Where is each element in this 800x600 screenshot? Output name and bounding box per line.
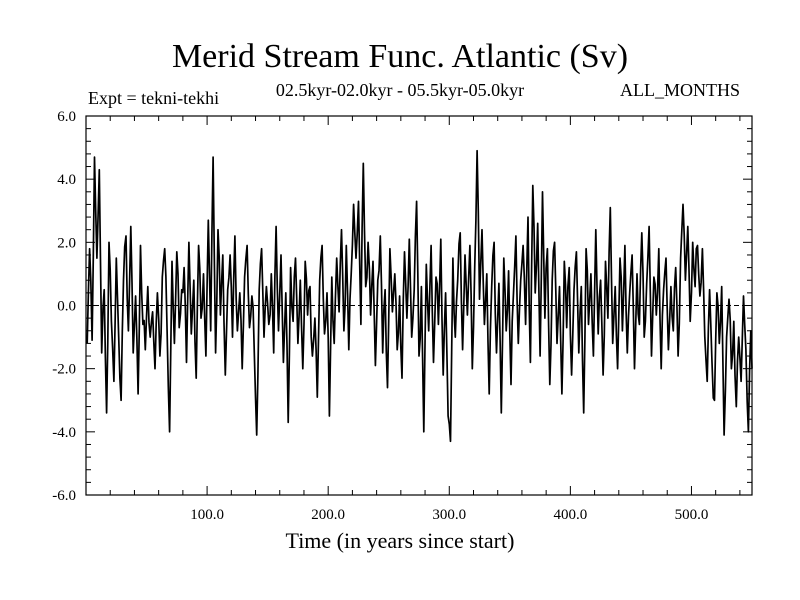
y-tick-label: 0.0 — [57, 299, 76, 315]
x-tick-label: 200.0 — [311, 507, 345, 523]
x-axis-label: Time (in years since start) — [285, 528, 515, 553]
experiment-label: Expt = tekni-tekhi — [88, 88, 220, 108]
x-tick-label: 500.0 — [675, 507, 709, 523]
chart-subtitle: 02.5kyr-02.0kyr - 05.5kyr-05.0kyr — [275, 80, 525, 100]
series-line-1 — [86, 149, 753, 443]
x-tick-label: 300.0 — [432, 507, 466, 523]
x-tick-label: 100.0 — [190, 507, 224, 523]
y-tick-label: -2.0 — [52, 362, 76, 378]
y-tick-label: -6.0 — [52, 488, 76, 504]
chart-title: Merid Stream Func. Atlantic (Sv) — [171, 38, 629, 75]
season-label: ALL_MONTHS — [620, 80, 740, 100]
x-tick-label: 400.0 — [553, 507, 587, 523]
y-tick-label: 6.0 — [57, 109, 76, 125]
series-layer — [86, 149, 753, 443]
axis-layer: 100.0 200.0 300.0 400.0 500.0 -6.0 -4.0 -2.0 0.0… — [52, 109, 753, 523]
y-tick-label: 2.0 — [57, 235, 76, 251]
y-tick-label: -4.0 — [52, 425, 76, 441]
y-tick-label: 4.0 — [57, 172, 76, 188]
